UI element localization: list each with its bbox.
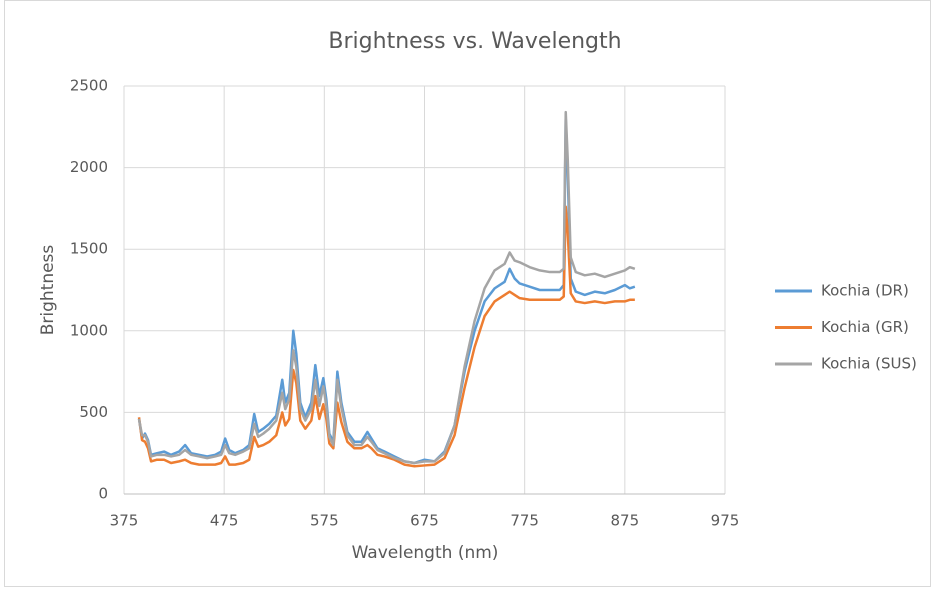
x-tick-label: 575 xyxy=(310,512,339,530)
y-tick-label: 0 xyxy=(98,485,108,503)
series-line xyxy=(137,205,635,468)
legend-label: Kochia (SUS) xyxy=(821,355,917,373)
x-tick-label: 475 xyxy=(210,512,239,530)
chart-title: Brightness vs. Wavelength xyxy=(328,29,621,54)
legend-label: Kochia (GR) xyxy=(821,318,909,336)
y-tick-label: 1000 xyxy=(70,321,108,339)
x-tick-label: 375 xyxy=(110,512,139,530)
x-tick-label: 975 xyxy=(711,512,740,530)
y-axis-title: Brightness xyxy=(38,245,58,336)
chart-border xyxy=(4,0,931,587)
x-tick-label: 875 xyxy=(611,512,640,530)
y-tick-label: 2500 xyxy=(70,77,108,95)
series-line xyxy=(137,117,636,465)
x-axis-title: Wavelength (nm) xyxy=(352,543,499,563)
y-tick-label: 500 xyxy=(79,403,108,421)
y-tick-label: 2000 xyxy=(70,158,108,176)
y-tick-label: 1500 xyxy=(70,240,108,258)
x-tick-label: 675 xyxy=(410,512,439,530)
legend-label: Kochia (DR) xyxy=(821,282,909,300)
series-line xyxy=(137,110,636,465)
x-tick-label: 775 xyxy=(510,512,539,530)
